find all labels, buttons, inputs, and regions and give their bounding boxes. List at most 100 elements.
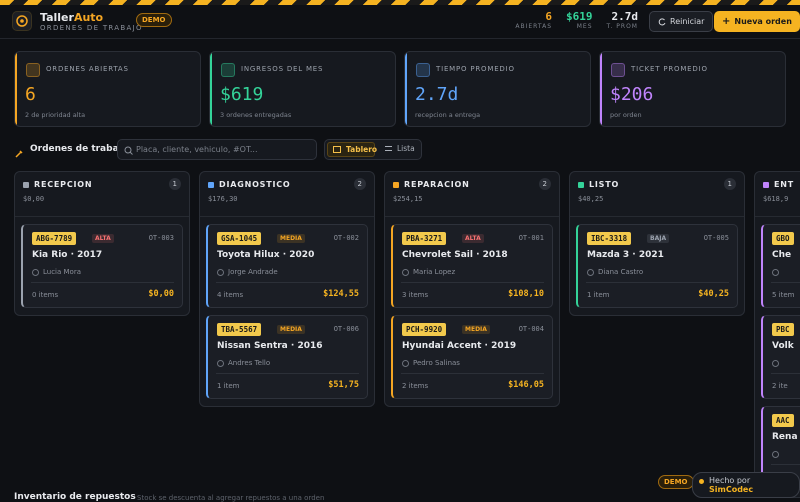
amount: $0,00 (148, 289, 174, 299)
card-divider (771, 282, 800, 283)
item-count: 3 items (402, 291, 429, 299)
priority-badge: MEDIA (277, 325, 305, 334)
kpi-accent (405, 52, 407, 126)
order-card[interactable]: IBC-3318 BAJA OT-005 Mazda 3 · 2021 Diana Ca… (576, 224, 738, 308)
client: Andres Tello (228, 359, 271, 367)
vehicle: Toyota Hilux · 2020 (217, 250, 315, 260)
credit-badge[interactable]: Hecho por SimCodec (692, 472, 800, 498)
client-icon (587, 269, 594, 276)
column-count: 2 (538, 178, 551, 190)
kpi-icon (221, 63, 235, 77)
kpi-label: INGRESOS DEL MES (241, 65, 324, 73)
search-box[interactable]: Placa, cliente, vehiculo, #OT... (117, 139, 317, 160)
plate-badge: TBA-5567 (217, 323, 262, 336)
stat-label: ABIERTAS (515, 23, 553, 30)
column-count: 2 (353, 178, 366, 190)
vehicle: Mazda 3 · 2021 (587, 250, 664, 260)
amount: $51,75 (328, 380, 359, 390)
item-count: 5 item (772, 291, 795, 299)
credit-dot (699, 479, 704, 484)
order-id: OT-006 (333, 325, 359, 333)
board-label: Tablero (346, 145, 378, 154)
order-id: OT-004 (518, 325, 544, 333)
amount: $146,05 (508, 380, 544, 390)
brand-text: Taller (40, 11, 74, 24)
client-icon (402, 360, 409, 367)
stat-value: $619 (566, 10, 593, 23)
column-dot (763, 182, 769, 188)
order-card[interactable]: ABG-7789 ALTA OT-003 Kia Rio · 2017 Lucia Mo… (21, 224, 183, 308)
amount: $124,55 (323, 289, 359, 299)
stat-value: 6 (545, 10, 553, 23)
column-total: $254,15 (393, 195, 423, 203)
vehicle: Volk (772, 341, 794, 351)
card-divider (216, 282, 359, 283)
client-icon (402, 269, 409, 276)
header: TallerAuto ORDENES DE TRABAJO DEMO 6 ABIE… (0, 5, 800, 39)
column: ENT $618,9 GBO Che 5 item PBC Volk 2 ite AAC Rena… (754, 171, 800, 498)
column: REPARACION 2 $254,15 PBA-3271 ALTA OT-001 Chev… (384, 171, 560, 407)
header-stat: $619 MES (566, 10, 593, 30)
column-total: $618,9 (763, 195, 789, 203)
plate-badge: AAC (772, 414, 794, 427)
plate-badge: GSA-1045 (217, 232, 262, 245)
list-tab[interactable]: Lista (383, 142, 419, 157)
order-card[interactable]: GSA-1045 MEDIA OT-002 Toyota Hilux · 2020 Jo… (206, 224, 368, 308)
toolbar-icon (14, 144, 24, 163)
client-icon (217, 269, 224, 276)
new-order-button[interactable]: + Nueva orden (714, 11, 800, 32)
column-dot (393, 182, 399, 188)
kpi-icon (26, 63, 40, 77)
plate-badge: PCH-9920 (402, 323, 447, 336)
reset-label: Reiniciar (670, 17, 705, 26)
new-order-label: Nueva orden (734, 17, 792, 26)
item-count: 1 item (217, 382, 240, 390)
priority-badge: MEDIA (462, 325, 490, 334)
client: Diana Castro (598, 268, 644, 276)
column-header: LISTO 1 $40,25 (570, 172, 744, 217)
toolbar-title: Ordenes de trabajo (30, 144, 128, 154)
board-tab[interactable]: Tablero (327, 142, 378, 157)
order-id: OT-003 (148, 234, 174, 242)
column-count: 1 (723, 178, 736, 190)
order-id: OT-002 (333, 234, 359, 242)
plate-badge: ABG-7789 (32, 232, 77, 245)
brand: TallerAuto (40, 11, 103, 24)
logo (12, 11, 32, 31)
kpi-accent (15, 52, 17, 126)
order-card[interactable]: PBC Volk 2 ite (761, 315, 800, 399)
client: Jorge Andrade (228, 268, 278, 276)
card-divider (771, 373, 800, 374)
column-title: DIAGNOSTICO (219, 180, 291, 189)
demo-badge: DEMO (136, 13, 172, 27)
kpi-accent (600, 52, 602, 126)
priority-badge: ALTA (92, 234, 114, 243)
logo-icon (16, 15, 28, 27)
column-title: ENT (774, 180, 795, 189)
header-stat: 6 ABIERTAS (515, 10, 552, 30)
reset-button[interactable]: Reiniciar (649, 11, 714, 32)
order-card[interactable]: TBA-5567 MEDIA OT-006 Nissan Sentra · 2016 A… (206, 315, 368, 399)
board-icon (333, 146, 341, 153)
column-total: $176,30 (208, 195, 238, 203)
kpi-accent (210, 52, 212, 126)
vehicle: Che (772, 250, 792, 260)
plate-badge: PBA-3271 (402, 232, 447, 245)
reset-icon (658, 17, 666, 25)
vehicle: Hyundai Accent · 2019 (402, 341, 517, 351)
order-card[interactable]: PCH-9920 MEDIA OT-004 Hyundai Accent · 2019… (391, 315, 553, 399)
order-card[interactable]: GBO Che 5 item (761, 224, 800, 308)
column: LISTO 1 $40,25 IBC-3318 BAJA OT-005 Mazda 3 · … (569, 171, 745, 316)
vehicle: Nissan Sentra · 2016 (217, 341, 323, 351)
inventory-title: Inventario de repuestos (14, 492, 136, 502)
plate-badge: GBO (772, 232, 794, 245)
credit-text: Hecho por (709, 476, 751, 485)
kpi-card: TIEMPO PROMEDIO 2.7d recepcion a entrega (404, 51, 591, 127)
column-total: $40,25 (578, 195, 604, 203)
footer-demo-badge: DEMO (658, 475, 694, 489)
item-count: 0 items (32, 291, 59, 299)
kpi-label: ORDENES ABIERTAS (46, 65, 129, 73)
item-count: 1 item (587, 291, 610, 299)
order-card[interactable]: PBA-3271 ALTA OT-001 Chevrolet Sail · 2018 M… (391, 224, 553, 308)
kpi-icon (416, 63, 430, 77)
